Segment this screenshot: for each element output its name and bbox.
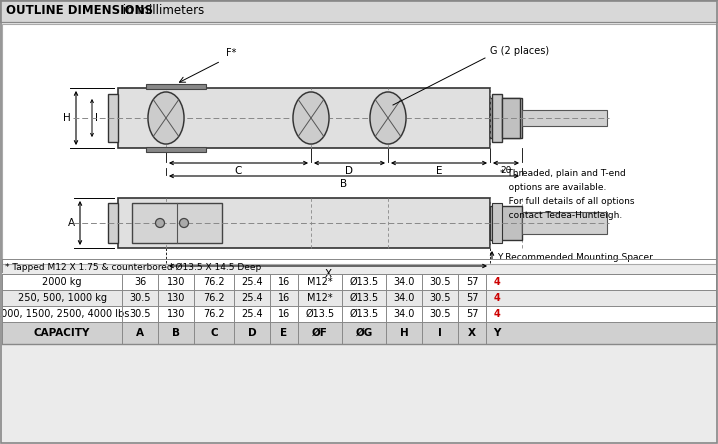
Text: 1000, 1500, 2500, 4000 lbs: 1000, 1500, 2500, 4000 lbs (0, 309, 129, 319)
Text: C: C (210, 328, 218, 338)
Text: D: D (248, 328, 256, 338)
Text: Ø13.5: Ø13.5 (350, 293, 378, 303)
Bar (108, 203, 118, 243)
Text: 30.5: 30.5 (129, 309, 151, 319)
Ellipse shape (156, 218, 164, 227)
Text: M12*: M12* (307, 293, 333, 303)
Text: C: C (235, 166, 242, 176)
Bar (502, 98, 520, 138)
Bar (108, 94, 118, 142)
Text: 130: 130 (167, 309, 185, 319)
Bar (522, 110, 607, 126)
Text: CAPACITY: CAPACITY (34, 328, 90, 338)
Text: 250, 500, 1000 kg: 250, 500, 1000 kg (17, 293, 106, 303)
Text: E: E (436, 166, 442, 176)
Bar (146, 84, 206, 89)
Text: Ø13.5: Ø13.5 (305, 309, 335, 319)
Ellipse shape (292, 91, 330, 145)
Text: 2000 kg: 2000 kg (42, 277, 82, 287)
Text: 130: 130 (167, 277, 185, 287)
Text: E: E (281, 328, 288, 338)
Text: F*: F* (226, 48, 236, 58)
Text: Y Recommended Mounting Spacer: Y Recommended Mounting Spacer (497, 254, 653, 262)
Text: 25.4: 25.4 (241, 309, 263, 319)
Text: B: B (340, 179, 348, 189)
Bar (2, 24, 716, 264)
Ellipse shape (148, 92, 184, 144)
Text: 20: 20 (500, 166, 512, 175)
Text: 57: 57 (466, 277, 478, 287)
Text: 25.4: 25.4 (241, 293, 263, 303)
Text: D: D (345, 166, 353, 176)
Text: 25.4: 25.4 (241, 277, 263, 287)
Bar (2, 322, 716, 344)
Ellipse shape (293, 92, 329, 144)
Text: 57: 57 (466, 309, 478, 319)
Bar (2, 290, 716, 306)
Text: A: A (68, 218, 75, 228)
Text: 4: 4 (494, 277, 500, 287)
Ellipse shape (180, 218, 189, 227)
Text: in millimeters: in millimeters (119, 4, 204, 17)
Text: 30.5: 30.5 (429, 293, 451, 303)
Bar (490, 206, 522, 240)
Text: 16: 16 (278, 293, 290, 303)
Bar (492, 94, 502, 142)
Bar (146, 147, 206, 152)
Text: 30.5: 30.5 (429, 277, 451, 287)
Text: H: H (63, 113, 71, 123)
Text: 57: 57 (466, 293, 478, 303)
Bar (118, 88, 490, 148)
Bar (490, 98, 522, 138)
Text: I: I (438, 328, 442, 338)
Text: 34.0: 34.0 (393, 309, 415, 319)
Bar (132, 203, 222, 243)
Text: 34.0: 34.0 (393, 277, 415, 287)
Text: 76.2: 76.2 (203, 293, 225, 303)
Text: A: A (136, 328, 144, 338)
Text: * Tapped M12 X 1.75 & counterbored Ø13.5 X 14.5 Deep: * Tapped M12 X 1.75 & counterbored Ø13.5… (5, 263, 261, 272)
Text: X: X (325, 269, 332, 279)
Bar (2, 274, 716, 290)
Text: 16: 16 (278, 277, 290, 287)
Text: G (2 places): G (2 places) (490, 46, 549, 56)
Bar (2, 306, 716, 322)
Text: 76.2: 76.2 (203, 309, 225, 319)
Text: 130: 130 (167, 293, 185, 303)
Text: Y: Y (493, 328, 500, 338)
Text: Ø13.5: Ø13.5 (350, 277, 378, 287)
Text: I: I (95, 113, 98, 123)
Text: Ø13.5: Ø13.5 (350, 309, 378, 319)
Text: 4: 4 (494, 293, 500, 303)
Text: 4: 4 (494, 309, 500, 319)
Bar (522, 212, 607, 234)
Text: * Threaded, plain and T-end
   options are available.
   For full details of all: * Threaded, plain and T-end options are … (500, 169, 635, 220)
Text: OUTLINE DIMENSIONS: OUTLINE DIMENSIONS (6, 4, 153, 17)
Text: H: H (400, 328, 409, 338)
Text: 36: 36 (134, 277, 146, 287)
Bar (492, 203, 502, 243)
Text: X: X (468, 328, 476, 338)
Ellipse shape (369, 91, 407, 145)
Text: 76.2: 76.2 (203, 277, 225, 287)
Ellipse shape (370, 92, 406, 144)
Text: 34.0: 34.0 (393, 293, 415, 303)
Text: 16: 16 (278, 309, 290, 319)
Bar (118, 198, 490, 248)
Text: 30.5: 30.5 (129, 293, 151, 303)
Bar (0, 0, 718, 22)
Text: ØG: ØG (355, 328, 373, 338)
Text: M12*: M12* (307, 277, 333, 287)
Text: ØF: ØF (312, 328, 328, 338)
Ellipse shape (147, 91, 185, 145)
Text: 30.5: 30.5 (429, 309, 451, 319)
Text: B: B (172, 328, 180, 338)
